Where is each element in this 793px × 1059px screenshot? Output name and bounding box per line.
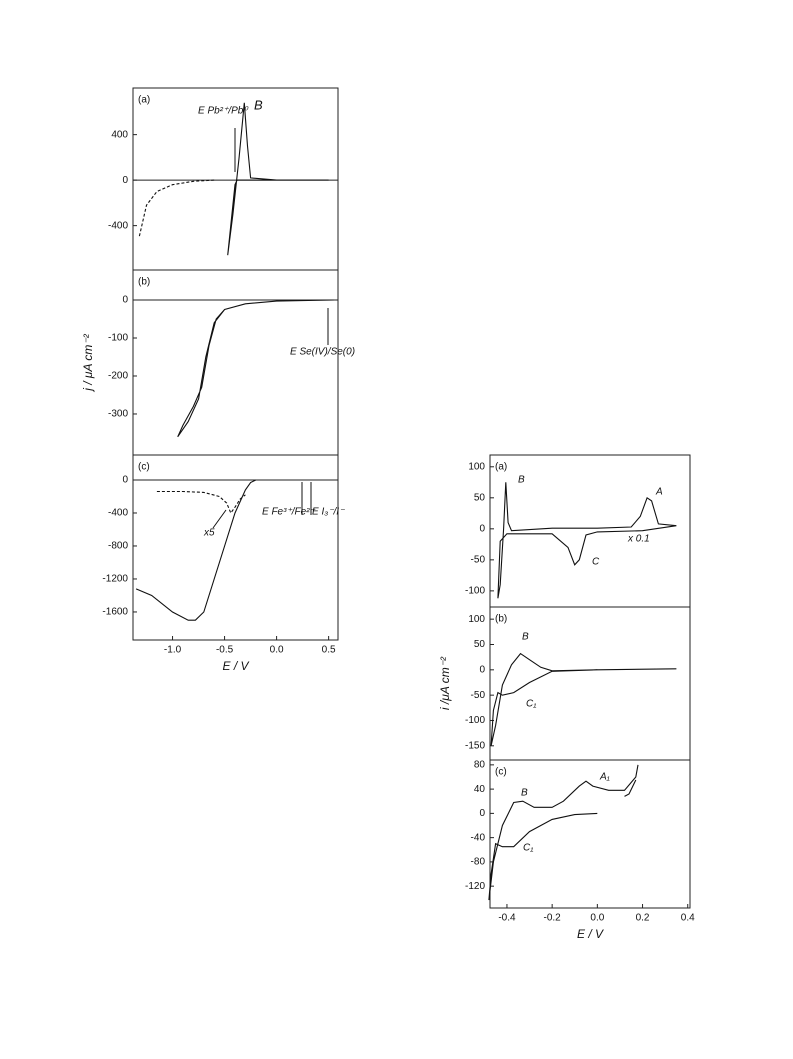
x-tick-label: 0.4 <box>681 913 695 924</box>
y-tick-label: -100 <box>465 715 485 726</box>
annotation: C <box>592 557 600 568</box>
y-tick-label: -300 <box>108 409 128 420</box>
annotation: B <box>254 97 263 112</box>
cv-curve <box>138 179 215 238</box>
annotation: x5 <box>203 528 215 539</box>
x-tick-label: -0.5 <box>216 645 234 656</box>
y-tick-label: -200 <box>108 371 128 382</box>
y-tick-label: -40 <box>471 832 486 843</box>
y-tick-label: -1200 <box>102 574 128 585</box>
y-tick-label: 400 <box>111 129 128 140</box>
y-tick-label: 0 <box>479 664 485 675</box>
annotation-arrow <box>212 509 227 529</box>
y-tick-label: -800 <box>108 541 128 552</box>
y-tick-label: -100 <box>108 333 128 344</box>
y-tick-label: 0 <box>122 175 128 186</box>
y-tick-label: -400 <box>108 220 128 231</box>
y-axis-label: i /μA cm⁻² <box>438 656 452 710</box>
panel-frame <box>132 454 339 641</box>
y-tick-label: 0 <box>479 523 485 534</box>
y-tick-label: -50 <box>471 554 486 565</box>
cv-curve <box>156 490 246 515</box>
annotation: A₁ <box>599 772 610 783</box>
x-tick-label: 0.0 <box>270 645 284 656</box>
annotation: B <box>521 788 528 799</box>
panel-label: (c) <box>495 767 507 778</box>
y-tick-label: 100 <box>468 461 485 472</box>
x-tick-label: -0.4 <box>498 913 516 924</box>
cv-curve <box>177 299 334 438</box>
cv-curve <box>490 652 677 746</box>
cv-curve <box>497 482 677 599</box>
cv-curve <box>488 764 639 901</box>
x-tick-label: -1.0 <box>164 645 182 656</box>
x-tick-label: 0.5 <box>322 645 336 656</box>
y-tick-label: -120 <box>465 881 485 892</box>
y-tick-label: 50 <box>474 639 486 650</box>
cv-curve <box>135 479 257 621</box>
panel-label: (b) <box>138 277 150 288</box>
annotation: C₁ <box>523 843 533 854</box>
y-tick-label: -80 <box>471 857 486 868</box>
y-tick-label: 80 <box>474 759 486 770</box>
y-tick-label: -100 <box>465 586 485 597</box>
x-tick-label: 0.2 <box>636 913 650 924</box>
panel-label: (a) <box>138 95 150 106</box>
x-axis-label: E / V <box>222 659 249 673</box>
annotation: E Pb²⁺/Pb⁰ <box>198 106 249 117</box>
panel-frame <box>132 269 339 456</box>
y-tick-label: -150 <box>465 740 485 751</box>
panel-label: (b) <box>495 614 507 625</box>
y-tick-label: 0 <box>122 295 128 306</box>
annotation: E Se(IV)/Se(0) <box>290 347 355 358</box>
annotation: B <box>518 475 525 486</box>
panel-frame <box>489 759 691 909</box>
x-tick-label: 0.0 <box>590 913 604 924</box>
panel-frame <box>489 606 691 761</box>
y-tick-label: -400 <box>108 508 128 519</box>
annotation: x 0.1 <box>627 534 650 545</box>
annotation: E Fe³⁺/Fe²⁺ <box>262 507 316 518</box>
panel-label: (c) <box>138 462 150 473</box>
annotation: A <box>655 487 663 498</box>
y-tick-label: 40 <box>474 784 486 795</box>
x-axis-label: E / V <box>577 927 604 941</box>
y-tick-label: -50 <box>471 690 486 701</box>
annotation: E I₃⁻/I⁻ <box>312 507 345 518</box>
panel-label: (a) <box>495 462 507 473</box>
annotation: C₁ <box>526 699 536 710</box>
y-axis-label: j / μA cm⁻² <box>81 333 95 392</box>
y-tick-label: 50 <box>474 492 486 503</box>
y-tick-label: 0 <box>479 808 485 819</box>
y-tick-label: 100 <box>468 614 485 625</box>
y-tick-label: -1600 <box>102 607 128 618</box>
cv-curve <box>227 102 329 256</box>
annotation: B <box>522 632 529 643</box>
x-tick-label: -0.2 <box>544 913 562 924</box>
y-tick-label: 0 <box>122 475 128 486</box>
